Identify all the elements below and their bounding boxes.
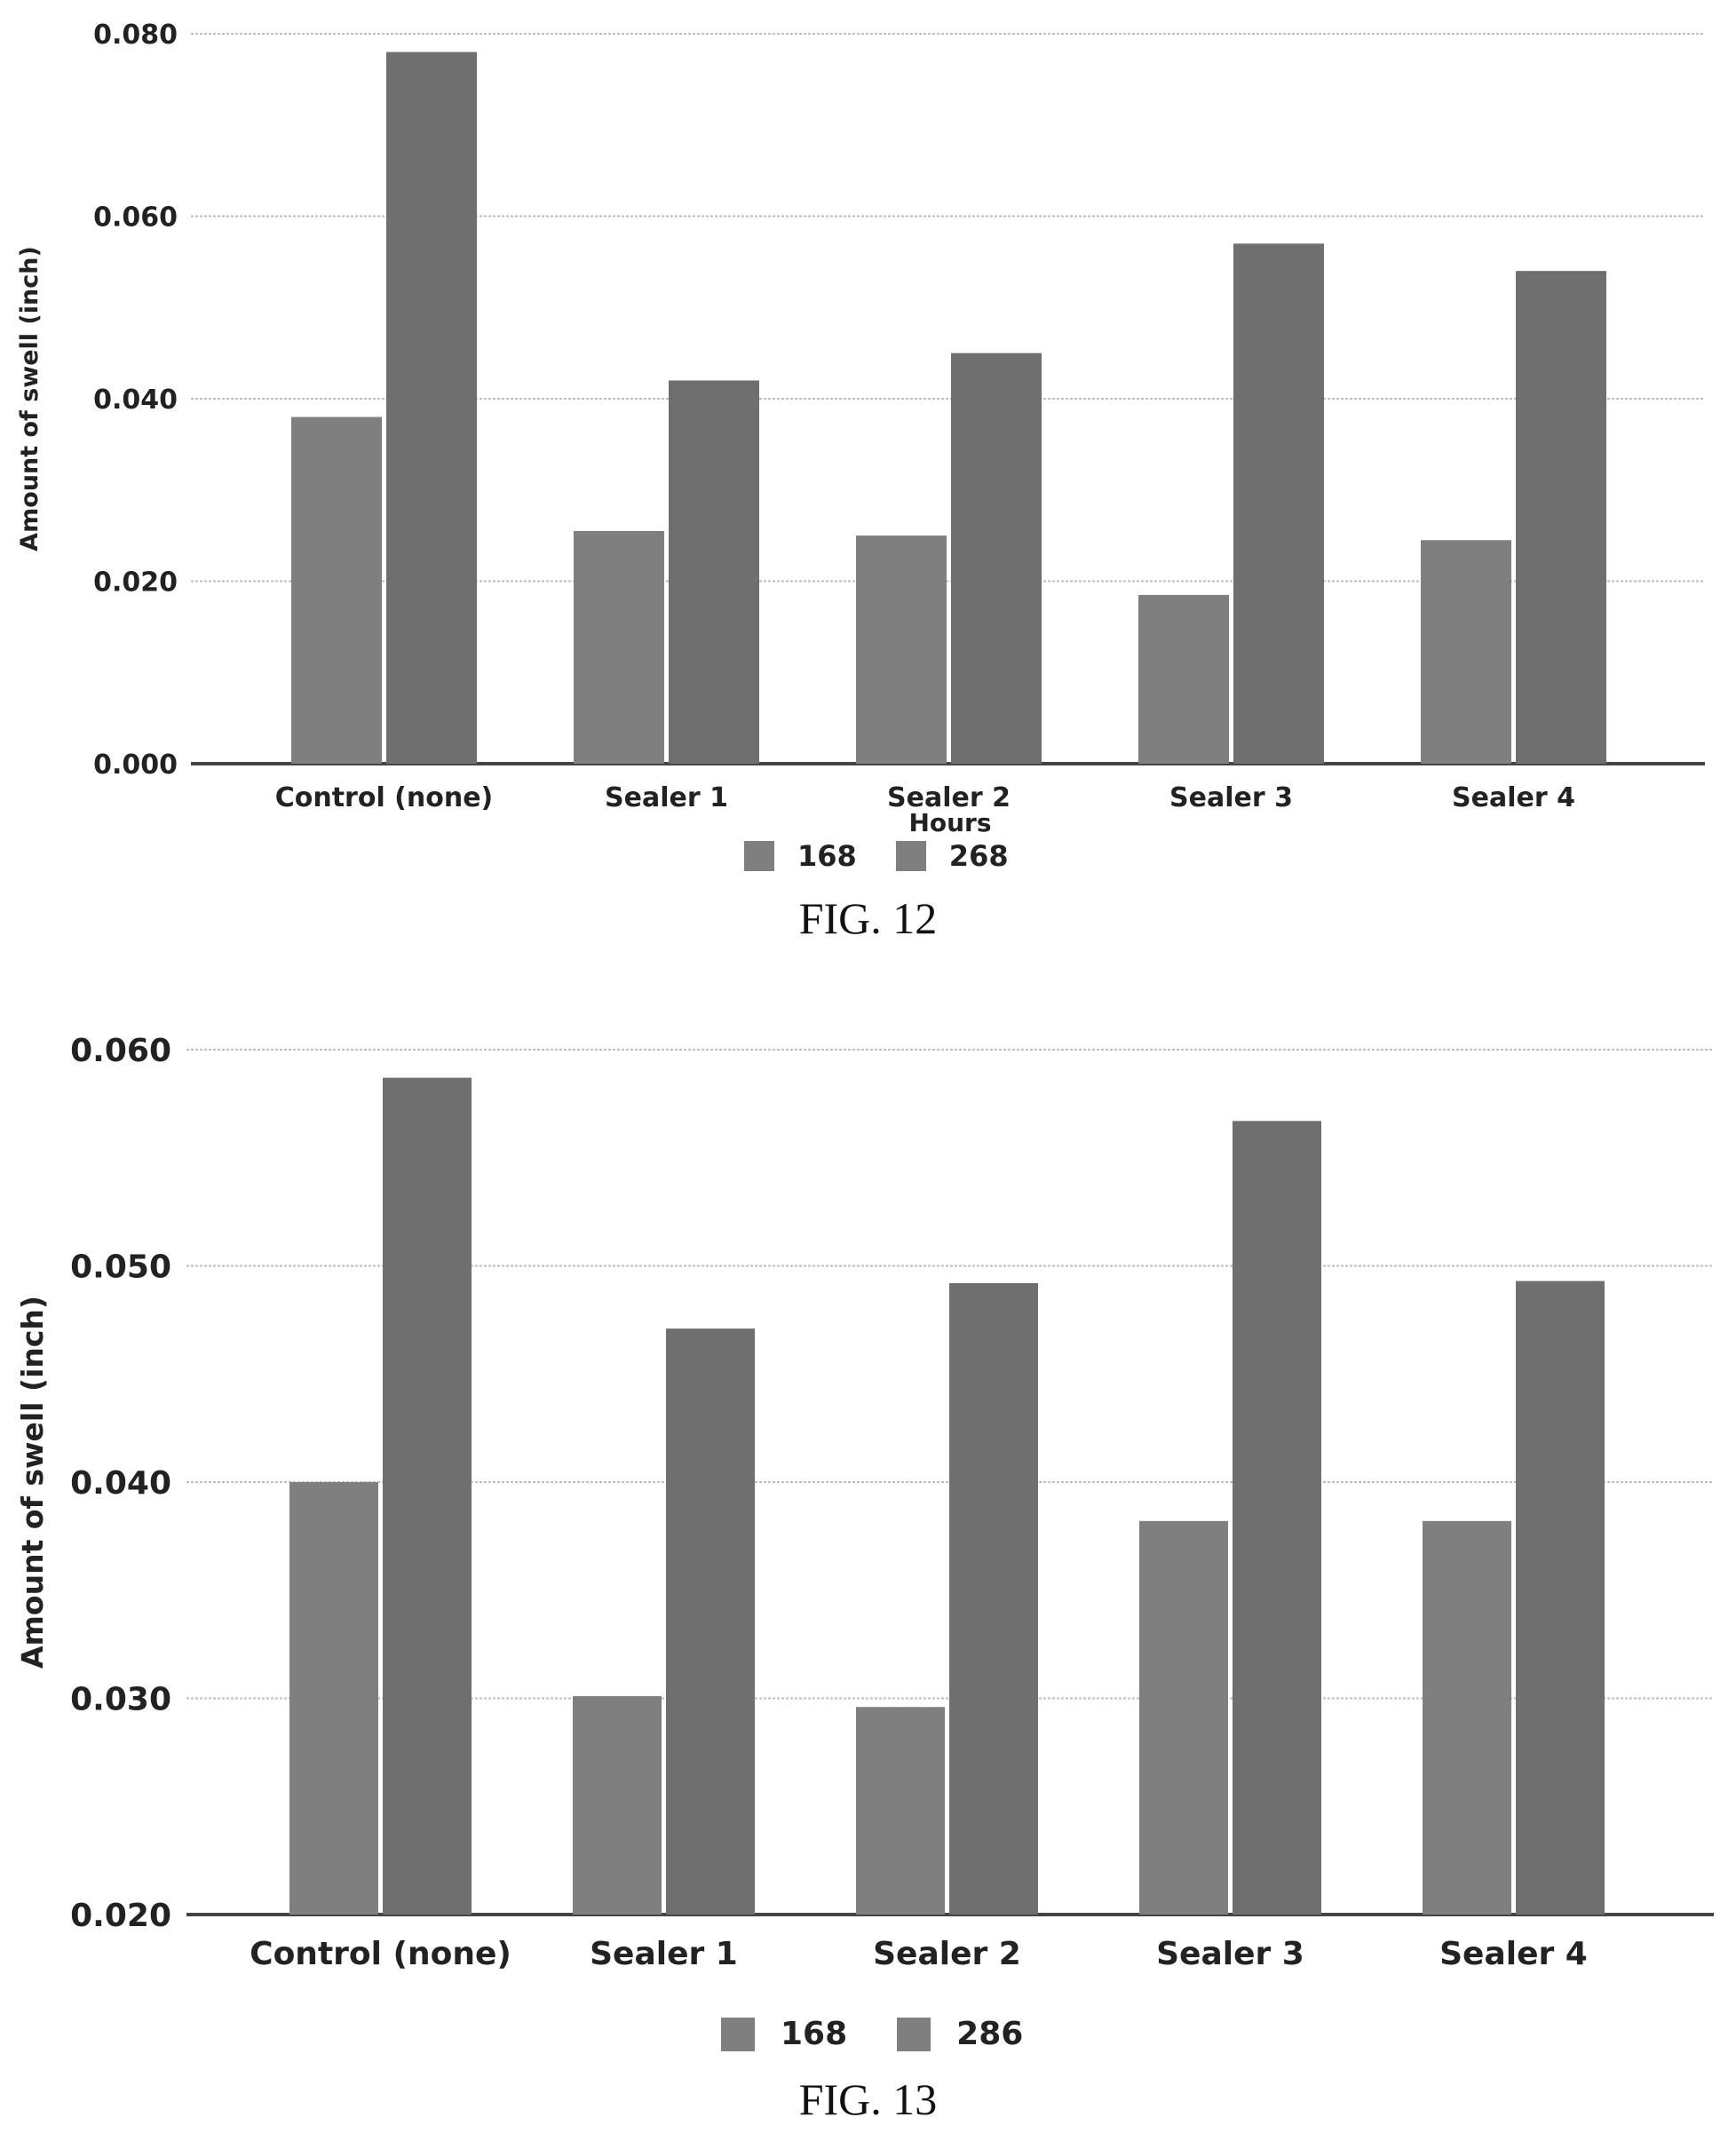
legend-swatch-168 [744,841,774,871]
x-category-label: Control (none) [275,782,494,813]
legend-label-168: 168 [781,2016,848,2052]
bar-series-168-1 [574,530,664,764]
legend-item-168: 168 [721,2016,847,2052]
bar-series-268-2 [951,353,1042,764]
bar-series-168-3 [1138,594,1229,764]
bar-series-286-1 [666,1328,755,1915]
y-tick-label: 0.040 [93,385,178,416]
y-axis-label: Amount of swell (inch) [15,1296,50,1669]
x-category-label: Control (none) [250,1936,511,1972]
x-category-label: Sealer 1 [590,1936,738,1972]
legend-item-286: 286 [897,2016,1023,2052]
bar-series-168-4 [1423,1520,1511,1915]
chart-fig-12: 0.000 0.020 0.040 0.060 0.080 Amount of swell… [16,20,1705,813]
bar-series-168-0 [289,1482,378,1915]
bar-series-286-4 [1516,1281,1605,1915]
legend-item-168: 168 [744,839,857,873]
legend-fig-13: 168 286 [721,2016,1023,2052]
bar-series-286-2 [949,1282,1038,1915]
legend-title: Hours [908,808,992,837]
bar-series-268-0 [386,52,477,765]
bar-series-268-3 [1233,243,1324,764]
legend-label-286: 286 [956,2016,1024,2052]
x-category-label: Sealer 2 [887,782,1011,813]
x-category-label: Sealer 3 [1169,782,1293,813]
y-tick-label: 0.030 [70,1681,171,1717]
legend-label-268: 268 [948,839,1009,873]
y-tick-label: 0.020 [93,567,178,598]
bar-series-286-3 [1233,1121,1321,1915]
x-category-label: Sealer 2 [873,1936,1021,1972]
figure-13: 0.020 0.030 0.040 0.050 0.060 Amount of swell… [0,995,1736,2141]
bar-series-168-1 [573,1696,662,1915]
y-tick-label: 0.080 [93,20,178,51]
bar-series-168-0 [291,416,382,764]
y-axis-label: Amount of swell (inch) [16,246,44,551]
bar-series-168-2 [856,535,947,764]
legend-swatch-268 [895,841,926,871]
legend-fig-12: 168 268 [744,839,1009,873]
legend-swatch-286 [897,2017,931,2051]
bar-series-168-3 [1139,1520,1228,1915]
legend-swatch-168 [721,2017,755,2051]
x-category-label: Sealer 4 [1439,1936,1588,1972]
chart-fig-13: 0.020 0.030 0.040 0.050 0.060 Amount of swell… [15,1033,1714,1972]
x-category-label: Sealer 4 [1452,782,1575,813]
bar-series-168-2 [856,1707,945,1915]
y-tick-label: 0.050 [70,1249,171,1285]
bar-series-168-4 [1421,540,1511,764]
y-tick-label: 0.060 [93,202,178,233]
y-tick-label: 0.040 [70,1465,171,1502]
bar-series-268-4 [1516,271,1606,764]
bar-series-268-1 [669,380,759,764]
figure-caption: FIG. 12 [798,893,938,943]
x-category-label: Sealer 3 [1156,1936,1304,1972]
y-tick-label: 0.060 [70,1033,171,1069]
figure-caption: FIG. 13 [798,2074,938,2124]
bar-series-286-0 [383,1077,472,1915]
y-tick-label: 0.000 [93,749,178,781]
y-tick-label: 0.020 [70,1898,171,1934]
legend-item-268: 268 [895,839,1009,873]
figure-12: 0.000 0.020 0.040 0.060 0.080 Amount of swell… [0,0,1736,968]
x-category-label: Sealer 1 [605,782,728,813]
legend-label-168: 168 [797,839,857,873]
